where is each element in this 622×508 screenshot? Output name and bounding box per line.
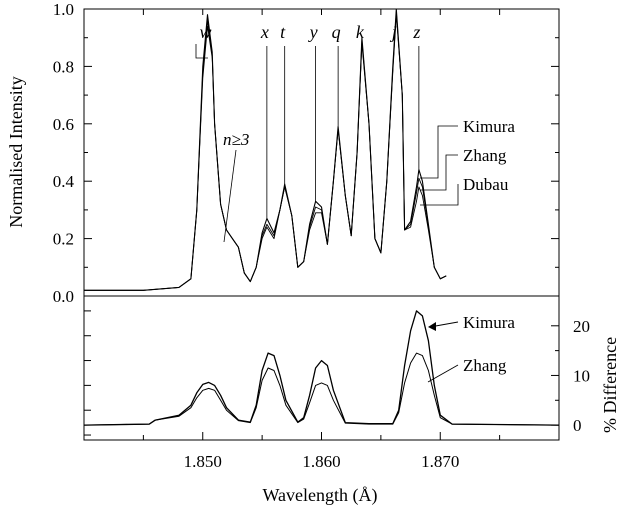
top-y-ticks: 0.0 0.2 0.4 0.6 0.8 1.0: [53, 0, 559, 306]
legend-callouts: Kimura Zhang Dubau Kimura Zhang: [420, 117, 515, 383]
line-label-j: j: [390, 22, 397, 42]
diff-label-zhang: Zhang: [463, 356, 507, 375]
bottom-ticks: 1.850 1.860 1.870 0 10 20: [84, 310, 590, 471]
top-y-axis-title: Normalised Intensity: [6, 76, 26, 227]
series-line-dubau: [84, 14, 447, 291]
bottom-series: [83, 310, 560, 426]
x-tick-label: 1.860: [302, 452, 340, 471]
diff-label-kimura: Kimura: [463, 313, 515, 332]
line-label-x: x: [260, 22, 269, 42]
top-y-tick-label: 0.4: [53, 172, 75, 191]
callout-label-zhang: Zhang: [463, 146, 507, 165]
leader-w-bend: [195, 44, 208, 59]
top-series: [84, 8, 447, 291]
line-label-w: w: [199, 22, 211, 42]
x-axis-title: Wavelength (Å): [262, 485, 377, 506]
callout-leader-dubau: [420, 184, 459, 206]
n-annotation: n≥3: [223, 130, 249, 149]
callout-leader-kimura: [420, 125, 458, 179]
line-label-q: q: [332, 22, 341, 42]
x-tick-label: 1.850: [184, 452, 222, 471]
leader-n: [223, 149, 237, 243]
top-y-tick-label: 0.2: [53, 230, 74, 249]
top-y-tick-label: 0.8: [53, 57, 74, 76]
series-line-zhang: [84, 11, 447, 291]
right-y-tick-label: 0: [573, 416, 582, 435]
top-y-tick-label: 0.6: [53, 115, 74, 134]
diff-arrow-kimura: [428, 322, 436, 331]
diff-line-zhang: [83, 352, 560, 426]
line-label-z: z: [412, 22, 420, 42]
callout-leader-zhang: [420, 154, 458, 191]
bottom-y-axis-title: % Difference: [600, 337, 620, 433]
right-y-tick-label: 20: [573, 317, 590, 336]
line-label-y: y: [308, 22, 318, 42]
callout-label-kimura: Kimura: [463, 117, 515, 136]
top-y-tick-label: 0.0: [53, 287, 74, 306]
x-tick-label: 1.870: [421, 452, 459, 471]
diff-leader-zhang: [427, 364, 459, 383]
right-y-tick-label: 10: [573, 366, 590, 385]
line-label-t: t: [280, 22, 286, 42]
callout-label-dubau: Dubau: [463, 175, 509, 194]
line-label-k: k: [356, 22, 365, 42]
top-y-tick-label: 1.0: [53, 0, 74, 19]
series-line-kimura: [84, 8, 447, 291]
